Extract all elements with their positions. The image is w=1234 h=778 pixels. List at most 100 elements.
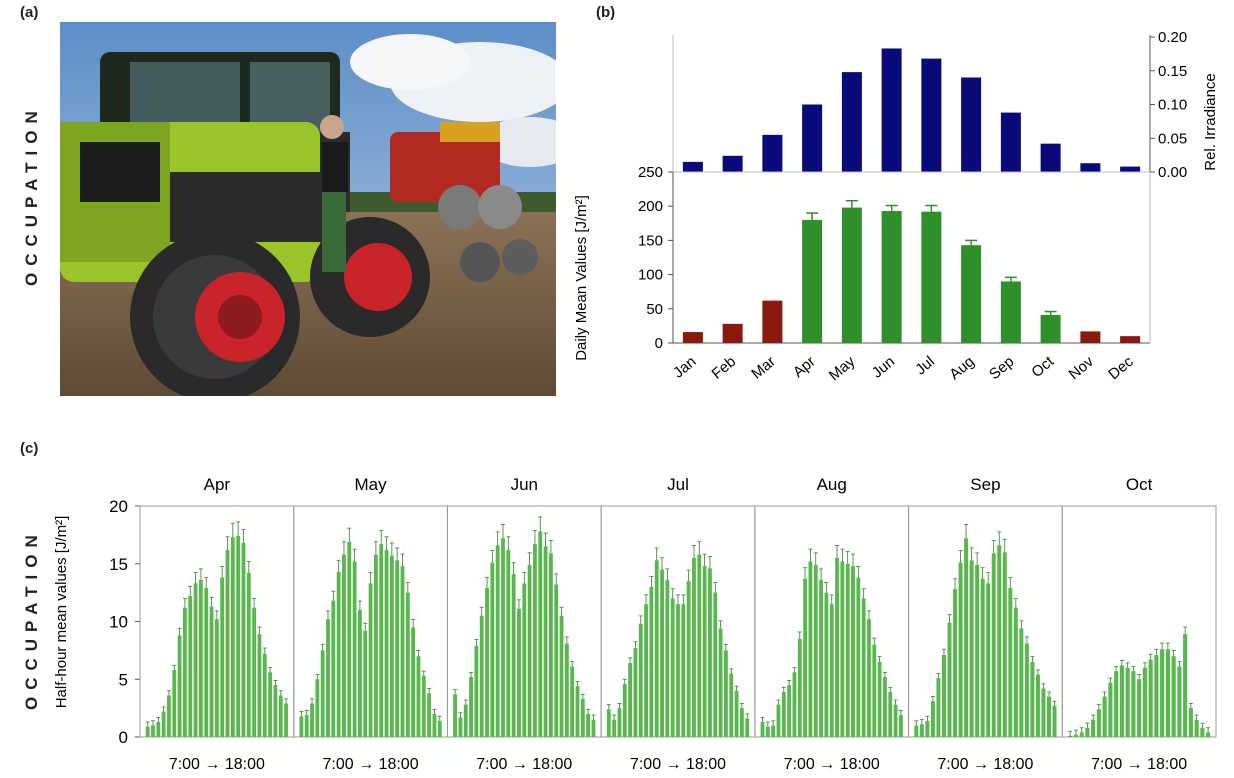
half-hour-bar xyxy=(474,645,479,737)
half-hour-bar xyxy=(1154,654,1159,737)
irradiance-bar-dec xyxy=(1120,166,1141,172)
half-hour-bar xyxy=(564,643,569,737)
half-hour-bar xyxy=(453,694,458,737)
month-label-sep: Sep xyxy=(986,353,1017,383)
half-hour-bar xyxy=(427,693,432,737)
half-hour-bar xyxy=(670,598,675,737)
half-hour-bar xyxy=(638,623,643,737)
half-hour-bar xyxy=(1108,682,1113,737)
rel-irradiance-chart: 0.00 0.05 0.10 0.15 0.20 xyxy=(672,29,1187,181)
half-hour-bar xyxy=(575,686,580,737)
half-hour-bar xyxy=(1030,661,1035,737)
half-hour-bar xyxy=(702,566,707,737)
half-hour-bar xyxy=(612,719,617,737)
half-hour-bar xyxy=(660,569,664,737)
half-hour-bar xyxy=(792,672,797,737)
half-hour-bar xyxy=(1013,607,1018,737)
half-hour-bar xyxy=(1188,708,1193,737)
half-hour-bar xyxy=(352,561,357,737)
month-label-dec: Dec xyxy=(1105,353,1137,383)
month-label-jan: Jan xyxy=(670,353,699,382)
half-hour-bar xyxy=(1142,667,1147,737)
irradiance-tick-label: 0.05 xyxy=(1158,130,1187,147)
half-hour-bar xyxy=(373,554,378,737)
month-label-apr: Apr xyxy=(790,353,819,381)
half-hour-bar xyxy=(1008,588,1013,737)
time-range-label: 7:00 → 18:00 xyxy=(169,756,265,773)
half-hour-bar xyxy=(257,634,262,737)
half-hour-bar xyxy=(851,566,855,737)
half-hour-bar xyxy=(734,690,739,737)
half-hour-bar xyxy=(797,638,802,737)
half-hour-bar xyxy=(533,544,537,737)
half-hour-bar xyxy=(787,685,792,737)
half-hour-bar xyxy=(665,579,670,737)
daily-tick-label: 200 xyxy=(638,198,663,215)
half-hour-bar xyxy=(1002,552,1007,737)
half-hour-bar xyxy=(501,538,505,737)
half-hour-bar xyxy=(326,619,330,737)
panel-title-jun: Jun xyxy=(511,475,538,494)
half-hour-bar xyxy=(421,675,426,737)
panel-title-aug: Aug xyxy=(817,475,847,494)
daily-tick-label: 50 xyxy=(646,301,663,318)
half-hour-bar xyxy=(686,581,691,737)
half-hour-bar xyxy=(1102,696,1107,737)
daily-bar-may xyxy=(841,207,862,343)
daily-bar-oct xyxy=(1040,314,1061,343)
half-hour-bar xyxy=(347,541,352,737)
half-hour-bar xyxy=(495,545,500,737)
half-hour-bar xyxy=(368,583,373,737)
half-hour-bar xyxy=(1200,727,1205,737)
half-hour-bar xyxy=(888,691,893,737)
half-hour-bar xyxy=(969,560,974,737)
half-hour-bar xyxy=(1177,666,1182,737)
half-hour-bar xyxy=(898,715,903,737)
panel-a-label: (a) xyxy=(20,4,39,21)
half-hour-bar xyxy=(458,717,463,737)
half-hour-bar xyxy=(856,577,861,737)
half-hour-bar xyxy=(236,536,241,737)
half-hour-bar xyxy=(1160,649,1165,737)
half-hour-bar xyxy=(617,708,622,737)
half-hour-bar xyxy=(1068,735,1073,737)
irradiance-bar-jan xyxy=(682,161,703,172)
irradiance-bar-may xyxy=(841,72,862,172)
occupation-side-text-bottom: OCCUPATION xyxy=(22,528,41,710)
irradiance-tick-label: 0.10 xyxy=(1158,97,1187,114)
half-hour-bar xyxy=(273,685,278,737)
half-hour-bar xyxy=(1137,679,1142,737)
rel-irradiance-axis-label: Rel. Irradiance xyxy=(1202,73,1219,171)
half-hour-bar xyxy=(606,709,611,737)
daily-tick-label: 0 xyxy=(655,335,663,352)
half-hour-bar xyxy=(829,604,834,737)
half-hour-bar xyxy=(813,564,818,737)
half-hour-bar xyxy=(676,604,680,737)
half-hour-bar xyxy=(437,720,442,737)
half-hour-bar xyxy=(991,553,996,737)
half-hour-bar xyxy=(803,578,808,737)
month-label-jun: Jun xyxy=(869,353,898,382)
daily-bar-nov xyxy=(1080,331,1101,343)
half-hour-bar xyxy=(1119,665,1124,737)
half-hour-bar xyxy=(760,721,765,737)
half-hour-bar xyxy=(591,719,596,737)
half-hour-bar xyxy=(161,711,166,737)
half-hour-bar xyxy=(506,549,511,737)
half-hour-bar xyxy=(241,542,246,737)
irradiance-bar-oct xyxy=(1040,143,1061,172)
half-hour-bar xyxy=(1194,719,1199,737)
occupation-side-text-top: OCCUPATION xyxy=(22,104,41,286)
half-hour-bar xyxy=(1165,649,1170,737)
daily-tick-label: 150 xyxy=(638,232,663,249)
half-hour-bar xyxy=(708,568,712,737)
half-hour-bar xyxy=(517,608,521,737)
half-hour-bar xyxy=(580,698,585,737)
half-hour-bar xyxy=(997,545,1002,737)
half-hour-bar xyxy=(554,584,559,737)
half-hour-chart: Half-hour mean values [J/m²] 0 5 10 15 20 Apr… xyxy=(53,475,1217,773)
half-hour-bar xyxy=(713,592,718,737)
half-hour-bar xyxy=(1125,667,1130,737)
daily-bar-jun xyxy=(881,210,902,343)
irradiance-bar-feb xyxy=(722,155,743,172)
